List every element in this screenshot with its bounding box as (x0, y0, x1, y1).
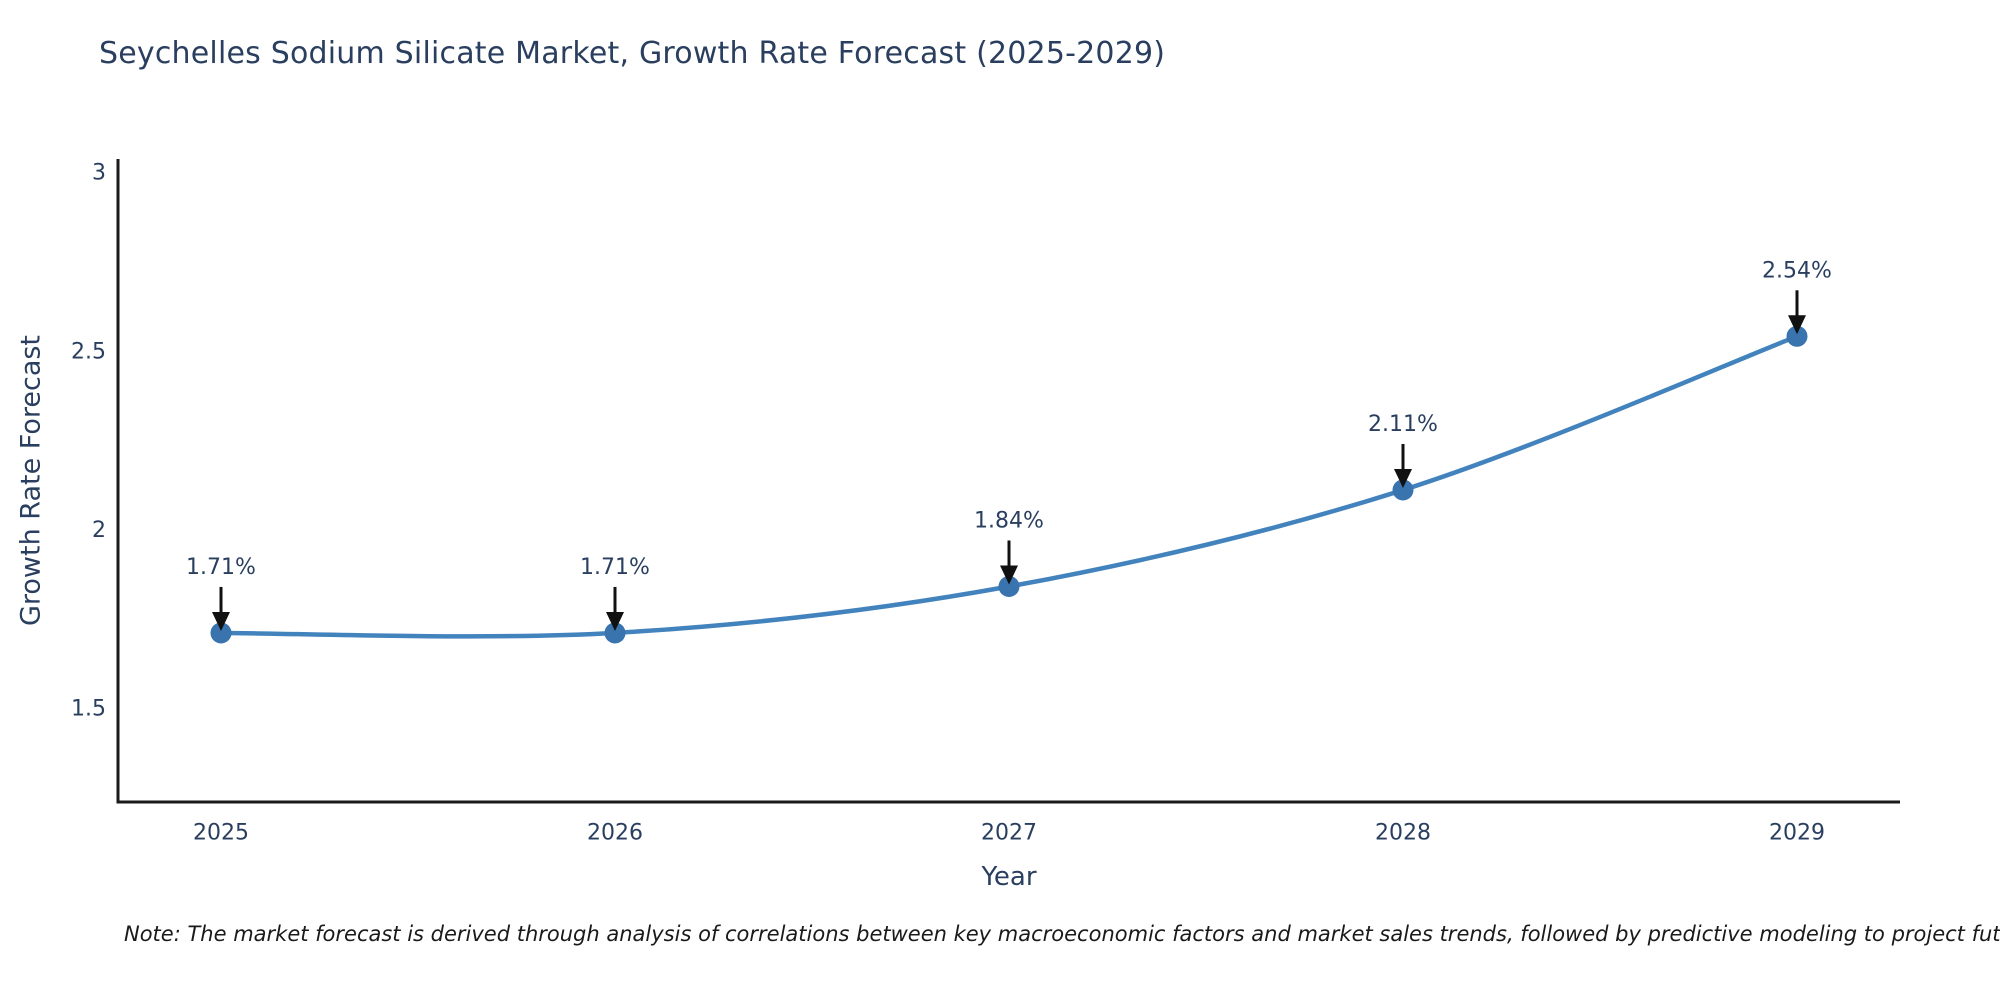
point-value-label: 2.54% (1762, 258, 1832, 283)
footnote: Note: The market forecast is derived thr… (124, 922, 2000, 946)
x-tick-label: 2029 (1769, 820, 1825, 845)
annotation-arrow-head (606, 611, 624, 631)
y-tick-label: 3 (92, 161, 106, 186)
x-tick-label: 2025 (193, 820, 249, 845)
annotation-arrow-head (1394, 468, 1412, 488)
data-point[interactable] (998, 575, 1020, 597)
point-value-label: 1.71% (580, 555, 650, 580)
x-tick-label: 2028 (1375, 820, 1431, 845)
y-tick-label: 1.5 (71, 697, 106, 722)
x-tick-label: 2026 (587, 820, 643, 845)
data-point[interactable] (604, 622, 626, 644)
point-value-label: 1.84% (974, 509, 1044, 534)
annotation-arrow-head (1788, 315, 1806, 335)
axis-lines (116, 159, 1900, 804)
data-point[interactable] (1786, 325, 1808, 347)
x-axis-title: Year (980, 862, 1036, 892)
x-tick-label: 2027 (981, 820, 1037, 845)
data-point[interactable] (210, 622, 232, 644)
annotation-arrow-head (212, 611, 230, 631)
chart-title: Seychelles Sodium Silicate Market, Growt… (99, 36, 1166, 71)
point-value-label: 2.11% (1368, 412, 1438, 437)
annotation-arrow-head (1000, 565, 1018, 585)
data-point[interactable] (1392, 479, 1414, 501)
point-value-label: 1.71% (186, 555, 256, 580)
y-tick-label: 2 (92, 518, 106, 543)
y-tick-label: 2.5 (71, 339, 106, 364)
y-axis-title: Growth Rate Forecast (15, 335, 46, 626)
